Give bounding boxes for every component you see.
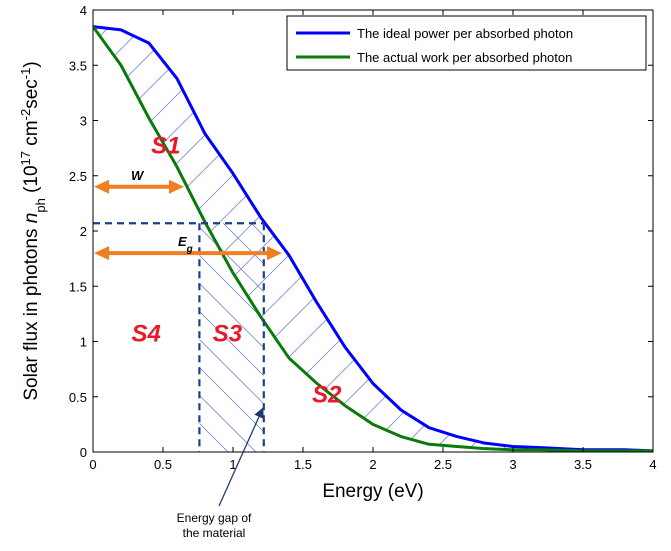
legend-entry-actual: The actual work per absorbed photon xyxy=(357,50,572,65)
x-axis-title: Energy (eV) xyxy=(322,481,423,502)
legend: The ideal power per absorbed photon The … xyxy=(286,15,647,71)
orange-arrows: W Eg xyxy=(94,168,282,261)
x-tick-label: 3.5 xyxy=(574,457,592,472)
x-tick-label: 0 xyxy=(89,457,96,472)
legend-entry-ideal: The ideal power per absorbed photon xyxy=(357,26,573,41)
y-tick-label: 2.5 xyxy=(69,169,87,184)
x-tick-label: 3 xyxy=(509,457,516,472)
series-lines xyxy=(93,25,653,452)
annotation-line: Energy gap of xyxy=(177,511,252,525)
series-line-ideal xyxy=(93,25,653,452)
y-tick-label: 2 xyxy=(80,224,87,239)
legend-box xyxy=(286,15,647,71)
region-label-s4: S4 xyxy=(132,321,161,348)
dashed-gap-box xyxy=(93,222,265,452)
region-label-s1: S1 xyxy=(151,133,180,160)
annotation-arrow xyxy=(218,407,264,507)
x-tick-label: 1.5 xyxy=(294,457,312,472)
y-tick-label: 0.5 xyxy=(69,390,87,405)
x-tick-label: 2 xyxy=(369,457,376,472)
y-tick-label: 3.5 xyxy=(69,58,87,73)
y-tick-label: 0 xyxy=(80,445,87,460)
hatched-regions xyxy=(93,26,653,452)
series-line-actual xyxy=(93,25,653,452)
y-tick-label: 1.5 xyxy=(69,279,87,294)
hatch-gap-region xyxy=(199,223,264,452)
x-tick-label: 2.5 xyxy=(434,457,452,472)
arrow-eg: Eg xyxy=(94,234,282,261)
arrow-eg-label: Eg xyxy=(178,234,193,255)
plot-background xyxy=(93,10,653,452)
region-labels: S1 S2 S3 S4 xyxy=(132,133,343,409)
annotation-line: the material xyxy=(183,526,246,540)
region-label-s3: S3 xyxy=(213,321,243,348)
y-axis-title: Solar flux in photons nph (1017 cm-2sec-… xyxy=(18,61,48,400)
y-tick-label: 4 xyxy=(80,3,87,18)
y-tick-label: 3 xyxy=(80,114,87,129)
x-tick-label: 1 xyxy=(229,457,236,472)
axis-ticks: 0 0.5 1 1.5 2 2.5 3 3.5 4 0 0.5 1 1.5 2 2.5 3 3.5 4 xyxy=(69,3,657,472)
arrow-w-label: W xyxy=(131,168,145,183)
x-tick-label: 4 xyxy=(649,457,656,472)
region-label-s2: S2 xyxy=(312,381,342,408)
arrow-w: W xyxy=(94,168,184,194)
x-tick-label: 0.5 xyxy=(154,457,172,472)
y-tick-label: 1 xyxy=(80,335,87,350)
hatch-above-curve-region xyxy=(93,26,653,451)
